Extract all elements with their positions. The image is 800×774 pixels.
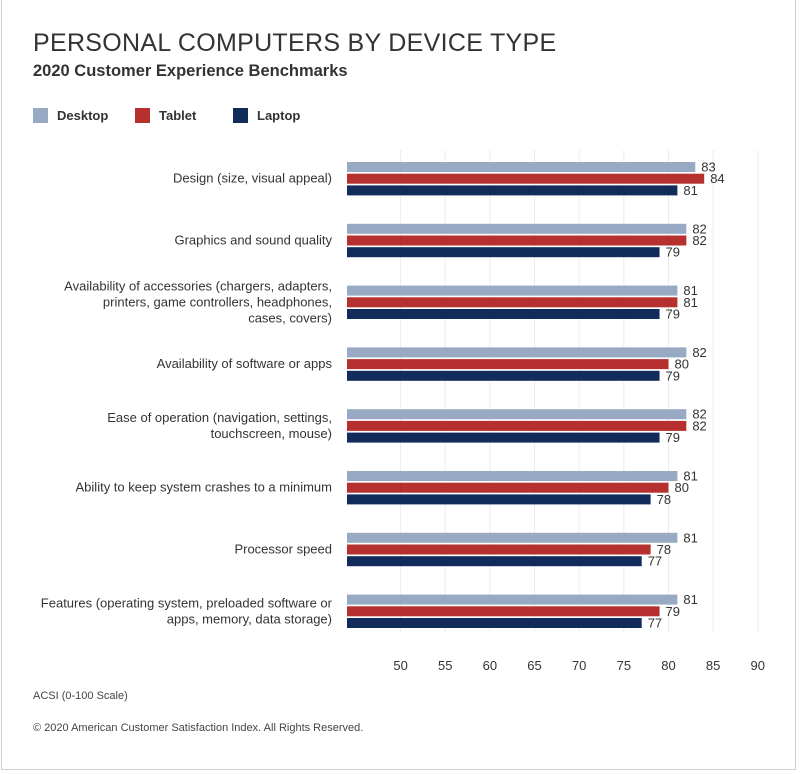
legend-item-desktop: Desktop — [33, 108, 135, 123]
x-tick-label: 55 — [438, 658, 452, 673]
bar-tablet — [347, 420, 687, 431]
data-label: 82 — [692, 407, 706, 422]
data-label: 81 — [683, 469, 697, 484]
legend-label: Laptop — [257, 108, 301, 123]
chart-subtitle: 2020 Customer Experience Benchmarks — [33, 62, 348, 80]
bar-laptop — [347, 185, 678, 196]
legend-swatch-desktop — [33, 108, 48, 123]
bar-tablet — [347, 235, 687, 246]
category-label: Processor speed — [234, 542, 332, 557]
data-label: 78 — [657, 492, 671, 507]
bar-desktop — [347, 347, 687, 358]
copyright: © 2020 American Customer Satisfaction In… — [33, 722, 364, 734]
data-label: 79 — [666, 368, 680, 383]
category-label: Ability to keep system crashes to a mini… — [76, 480, 332, 495]
data-label: 81 — [683, 592, 697, 607]
data-label: 81 — [683, 530, 697, 545]
bar-desktop — [347, 471, 678, 481]
legend: Desktop Tablet Laptop — [33, 108, 335, 123]
data-label: 81 — [683, 283, 697, 298]
category-label: Availability of software or apps — [157, 356, 333, 371]
category-label: Features (operating system, preloaded so… — [41, 595, 333, 610]
bar-laptop — [347, 494, 651, 505]
data-label: 82 — [692, 233, 706, 248]
data-label: 83 — [701, 160, 715, 175]
category-label: Design (size, visual appeal) — [173, 171, 332, 186]
bar-desktop — [347, 409, 687, 420]
data-label: 80 — [674, 357, 688, 372]
data-label: 77 — [648, 554, 662, 569]
bar-desktop — [347, 223, 687, 234]
category-label: Ease of operation (navigation, settings, — [107, 410, 332, 425]
data-label: 82 — [692, 345, 706, 360]
data-label: 78 — [657, 542, 671, 557]
axis-note: ACSI (0-100 Scale) — [33, 690, 128, 702]
data-label: 79 — [666, 245, 680, 260]
bar-laptop — [347, 309, 660, 319]
legend-swatch-laptop — [233, 108, 248, 123]
category-label: cases, covers) — [248, 310, 332, 325]
bar-laptop — [347, 370, 660, 381]
bar-tablet — [347, 297, 678, 308]
data-label: 82 — [692, 418, 706, 433]
data-label: 81 — [683, 295, 697, 310]
bar-desktop — [347, 285, 678, 296]
bar-tablet — [347, 606, 660, 617]
category-label: Graphics and sound quality — [174, 233, 332, 248]
data-label: 79 — [666, 307, 680, 322]
bar-tablet — [347, 359, 669, 370]
data-label: 79 — [666, 430, 680, 445]
x-tick-label: 75 — [617, 658, 631, 673]
bar-laptop — [347, 247, 660, 258]
legend-label: Desktop — [57, 108, 109, 123]
category-label: apps, memory, data storage) — [167, 611, 332, 626]
bar-tablet — [347, 173, 705, 184]
x-tick-label: 85 — [706, 658, 720, 673]
bar-laptop — [347, 432, 660, 443]
data-label: 77 — [648, 616, 662, 631]
chart-title: PERSONAL COMPUTERS BY DEVICE TYPE — [33, 29, 557, 57]
x-tick-label: 70 — [572, 658, 586, 673]
data-label: 84 — [710, 171, 724, 186]
bar-laptop — [347, 618, 642, 628]
x-tick-label: 90 — [751, 658, 765, 673]
category-label: touchscreen, mouse) — [211, 426, 332, 441]
bar-desktop — [347, 594, 678, 605]
x-tick-label: 50 — [393, 658, 407, 673]
legend-item-tablet: Tablet — [135, 108, 233, 123]
data-label: 81 — [683, 183, 697, 198]
legend-swatch-tablet — [135, 108, 150, 123]
x-tick-label: 65 — [527, 658, 541, 673]
bar-tablet — [347, 482, 669, 493]
category-label: Availability of accessories (chargers, a… — [64, 278, 332, 293]
bar-desktop — [347, 162, 696, 172]
x-tick-label: 60 — [483, 658, 497, 673]
data-label: 80 — [674, 480, 688, 495]
legend-label: Tablet — [159, 108, 197, 123]
data-label: 79 — [666, 604, 680, 619]
x-tick-label: 80 — [661, 658, 675, 673]
category-label: printers, game controllers, headphones, — [103, 294, 332, 309]
bar-tablet — [347, 544, 651, 555]
legend-item-laptop: Laptop — [233, 108, 335, 123]
bar-laptop — [347, 556, 642, 567]
bar-desktop — [347, 532, 678, 543]
data-label: 82 — [692, 221, 706, 236]
